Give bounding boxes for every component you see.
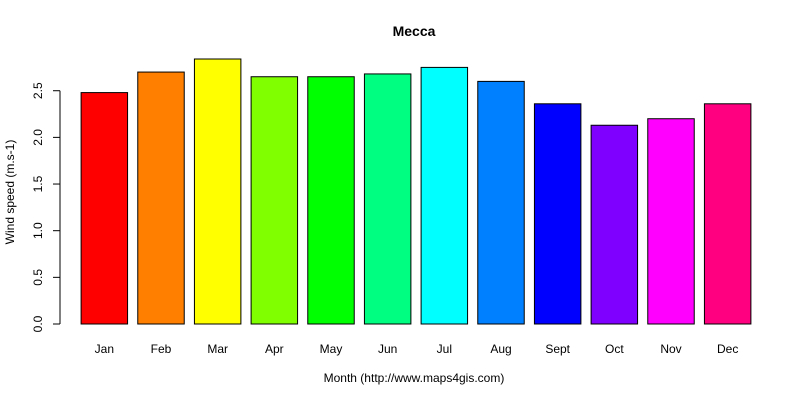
y-tick-label: 1.0 bbox=[31, 222, 45, 239]
bar-feb bbox=[137, 71, 185, 325]
x-tick-label: Jun bbox=[378, 342, 397, 356]
y-tick-label: 0.5 bbox=[31, 269, 45, 286]
bar-jun bbox=[363, 73, 412, 325]
x-tick-label: Apr bbox=[265, 342, 284, 356]
y-axis-label: Wind speed (m.s-1) bbox=[3, 140, 17, 245]
x-tick-label: Aug bbox=[490, 342, 511, 356]
x-tick-label: Nov bbox=[660, 342, 681, 356]
bar-aug bbox=[477, 80, 525, 325]
x-tick-label: Feb bbox=[151, 342, 172, 356]
bar-mar bbox=[193, 58, 242, 325]
bar-jul bbox=[420, 66, 469, 325]
bar-nov bbox=[647, 118, 695, 325]
x-tick-label: Jan bbox=[95, 342, 114, 356]
x-axis-tick-labels: Jan Feb Mar Apr May Jun Jul Aug Sept Oct Nov Dec bbox=[95, 342, 739, 356]
y-tick-label: 1.5 bbox=[31, 175, 45, 192]
bar-oct bbox=[590, 124, 639, 325]
y-tick-label: 0.0 bbox=[31, 315, 45, 332]
y-tick-label: 2.5 bbox=[31, 82, 45, 99]
x-tick-label: Oct bbox=[605, 342, 624, 356]
x-axis-label: Month (http://www.maps4gis.com) bbox=[324, 371, 505, 385]
x-tick-label: Jul bbox=[437, 342, 452, 356]
bar-apr bbox=[250, 76, 299, 325]
x-tick-label: Dec bbox=[717, 342, 738, 356]
x-tick-label: May bbox=[320, 342, 343, 356]
x-tick-label: Mar bbox=[207, 342, 228, 356]
y-axis-ticks: 0.0 0.5 1.0 1.5 2.0 2.5 bbox=[31, 82, 60, 332]
bar-may bbox=[307, 76, 355, 325]
bar-sept bbox=[533, 103, 582, 325]
y-tick-label: 2.0 bbox=[31, 129, 45, 146]
chart-title: Mecca bbox=[393, 23, 436, 39]
bars-group bbox=[80, 58, 752, 325]
bar-dec bbox=[703, 103, 752, 325]
bar-jan bbox=[80, 92, 129, 325]
x-tick-label: Sept bbox=[545, 342, 570, 356]
